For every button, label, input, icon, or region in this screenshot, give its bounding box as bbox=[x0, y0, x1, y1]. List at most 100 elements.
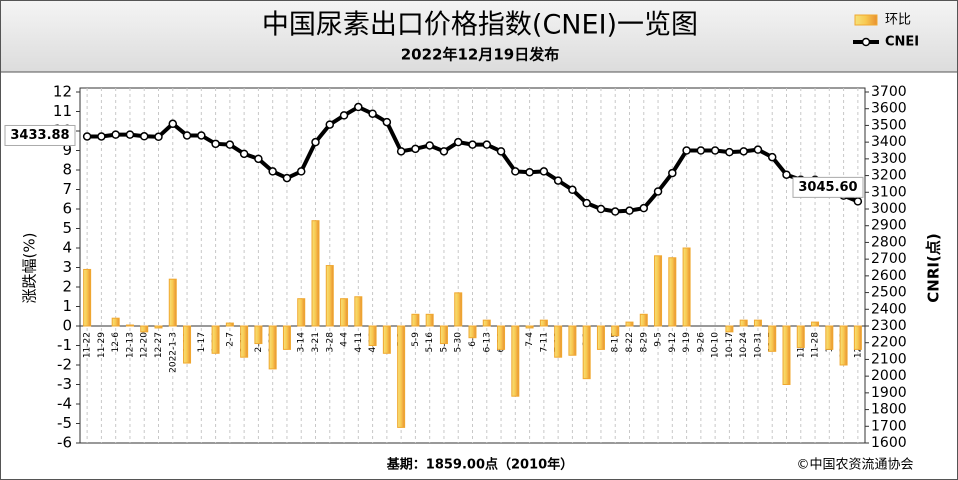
marker bbox=[511, 167, 520, 176]
x-tick-label: 9-5 bbox=[654, 332, 664, 347]
marker bbox=[496, 147, 506, 156]
marker bbox=[97, 132, 106, 141]
bar bbox=[311, 220, 320, 327]
x-tick-label: 2-7 bbox=[225, 332, 235, 347]
bar bbox=[282, 325, 291, 350]
bar bbox=[725, 325, 734, 333]
marker bbox=[482, 140, 492, 149]
marker bbox=[753, 145, 763, 154]
bar bbox=[254, 325, 263, 345]
x-tick-label: 11-22 bbox=[83, 332, 93, 358]
x-tick-label: 7-4 bbox=[525, 332, 535, 347]
marker bbox=[282, 173, 292, 183]
marker bbox=[411, 144, 420, 154]
y2-tick-label: 2200 bbox=[871, 335, 907, 351]
x-tick-label: 1-17 bbox=[197, 332, 207, 352]
marker bbox=[111, 130, 120, 139]
y-tick-label: 7 bbox=[62, 180, 72, 198]
x-tick-label: 9-19 bbox=[682, 332, 692, 353]
marker bbox=[767, 152, 777, 162]
marker bbox=[339, 111, 349, 120]
marker bbox=[782, 170, 791, 179]
x-tick-label: 12-13 bbox=[125, 332, 135, 358]
bar bbox=[782, 325, 791, 385]
bar bbox=[554, 325, 563, 358]
bar bbox=[183, 325, 192, 364]
bar bbox=[497, 325, 506, 350]
y-tick-label: 4 bbox=[62, 239, 72, 257]
y2-tick-label: 3400 bbox=[871, 134, 907, 150]
y-tick-label: 0 bbox=[62, 317, 72, 335]
marker bbox=[696, 146, 706, 155]
x-tick-label: 5-30 bbox=[454, 332, 464, 353]
bar bbox=[140, 325, 149, 333]
bar bbox=[639, 313, 648, 327]
x-tick-label: 10-31 bbox=[753, 332, 763, 358]
marker bbox=[739, 147, 748, 156]
x-tick-label: 11-28 bbox=[811, 332, 821, 358]
source: ©中国农资流通协会 bbox=[796, 458, 913, 473]
bar bbox=[682, 247, 691, 327]
marker bbox=[225, 140, 235, 149]
bar bbox=[354, 296, 363, 327]
y2-tick-label: 2600 bbox=[871, 268, 907, 284]
bar bbox=[568, 325, 577, 356]
marker bbox=[710, 146, 720, 155]
y2-tick-label: 3500 bbox=[871, 117, 907, 133]
bar bbox=[853, 325, 862, 350]
value-label: 3045.60 bbox=[798, 180, 857, 195]
y-tick-label: 9 bbox=[62, 141, 72, 159]
x-tick-label: 12-6 bbox=[111, 332, 121, 353]
bar bbox=[325, 265, 334, 327]
bar bbox=[340, 298, 349, 327]
bar bbox=[111, 317, 120, 327]
x-tick-label: 3-21 bbox=[311, 332, 321, 352]
y2-tick-label: 3700 bbox=[871, 84, 907, 100]
y2-axis-label: CNRI(点) bbox=[925, 233, 943, 302]
bar bbox=[268, 325, 277, 370]
y2-tick-label: 2100 bbox=[871, 351, 907, 367]
y2-tick-label: 2300 bbox=[871, 318, 907, 334]
marker bbox=[197, 131, 206, 140]
marker bbox=[582, 198, 591, 208]
value-label-box bbox=[792, 176, 864, 198]
bar bbox=[768, 325, 777, 352]
x-tick-label: 3-14 bbox=[297, 332, 307, 353]
y2-tick-label: 2800 bbox=[871, 234, 907, 250]
bar bbox=[454, 292, 463, 327]
x-tick-label: 3-28 bbox=[325, 332, 335, 353]
chart-title: 中国尿素出口价格指数(CNEI)一览图 bbox=[262, 10, 698, 41]
marker bbox=[853, 197, 863, 206]
bar bbox=[168, 278, 177, 327]
y2-tick-label: 2400 bbox=[871, 301, 907, 317]
marker bbox=[139, 132, 149, 141]
marker bbox=[596, 204, 606, 214]
x-tick-label: 7-11 bbox=[539, 332, 549, 352]
y2-tick-label: 1900 bbox=[871, 385, 907, 401]
x-tick-label: 8-15 bbox=[611, 332, 621, 352]
marker bbox=[82, 132, 92, 141]
marker bbox=[368, 109, 377, 118]
y2-tick-label: 2700 bbox=[871, 251, 907, 267]
x-tick-label: 6-6 bbox=[468, 332, 478, 347]
bar bbox=[539, 319, 548, 327]
bar bbox=[225, 322, 234, 327]
bar bbox=[439, 325, 448, 345]
x-tick-label: 4-11 bbox=[354, 332, 364, 352]
y-tick-label: 1 bbox=[62, 297, 72, 315]
bar bbox=[83, 268, 92, 327]
bar bbox=[425, 313, 434, 327]
chart-subtitle: 2022年12月19日发布 bbox=[401, 46, 560, 64]
y2-tick-label: 1800 bbox=[871, 402, 907, 418]
x-tick-label: 10-24 bbox=[739, 332, 749, 358]
legend-label: 环比 bbox=[885, 13, 911, 28]
marker bbox=[239, 149, 249, 159]
marker bbox=[254, 154, 263, 164]
y2-tick-label: 1700 bbox=[871, 418, 907, 434]
bar bbox=[154, 325, 163, 329]
y2-tick-label: 1600 bbox=[871, 435, 907, 451]
marker bbox=[439, 147, 449, 156]
bar bbox=[582, 325, 591, 380]
y-tick-label: -5 bbox=[57, 414, 72, 432]
footnote: 基期：1859.00点（2010年） bbox=[386, 457, 573, 473]
